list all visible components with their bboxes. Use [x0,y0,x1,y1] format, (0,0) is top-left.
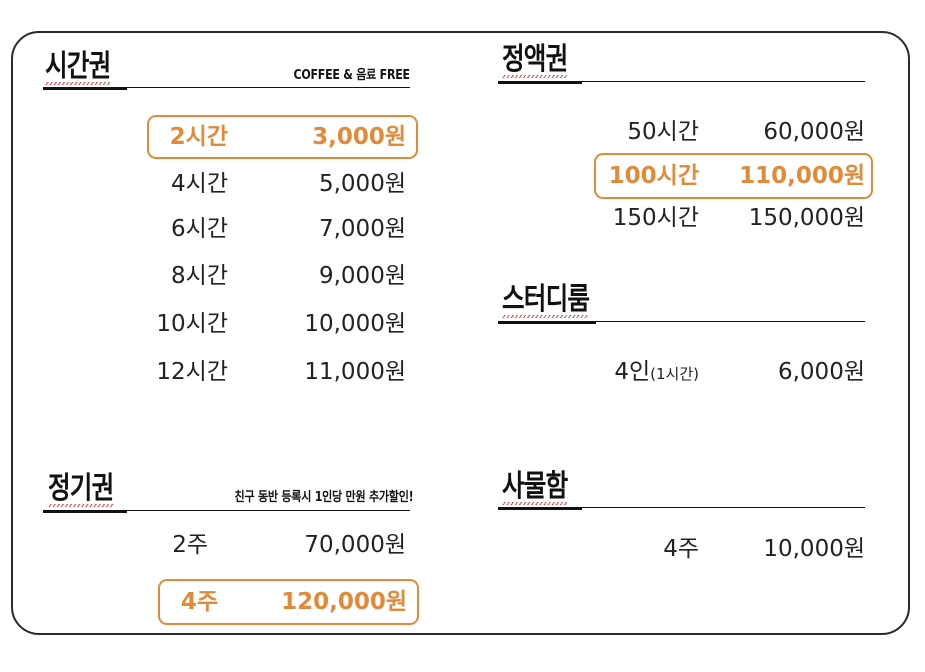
hourly-price: 5,000원 [319,164,406,204]
hourly-duration: 12시간 [156,352,228,392]
hourly-duration: 6시간 [171,209,228,249]
hourly-row: 6시간 7,000원 [149,209,416,249]
locker-row: 4주 10,000원 [596,529,871,569]
fixed-row: 50시간 60,000원 [596,112,871,152]
regular-price: 120,000원 [281,582,407,622]
studyroom-duration-sub: (1시간) [650,365,699,383]
fixed-duration: 50시간 [627,112,699,152]
hourly-price: 7,000원 [319,209,406,249]
fixed-duration: 150시간 [613,198,699,238]
regular-duration: 2주 [172,525,208,565]
hourly-row-highlight: 2시간 3,000원 [147,115,418,159]
regular-row: 4주 120,000원 [160,582,417,622]
regular-duration: 4주 [181,582,218,622]
hourly-row: 12시간 11,000원 [149,352,416,392]
hourly-price: 10,000원 [304,304,406,344]
fixed-row: 100시간 110,000원 [596,156,871,196]
fixed-duration: 100시간 [609,156,699,196]
regular-row: 2주 70,000원 [149,525,416,565]
fixed-row: 150시간 150,000원 [596,198,871,238]
hourly-duration: 10시간 [156,304,228,344]
hourly-row: 2시간 3,000원 [149,117,416,157]
studyroom-price: 6,000원 [778,352,865,392]
hourly-price: 3,000원 [312,117,406,157]
fixed-price: 150,000원 [749,198,865,238]
locker-duration: 4주 [663,529,699,569]
locker-price: 10,000원 [763,529,865,569]
studyroom-row: 4인(1시간) 6,000원 [596,352,871,392]
hourly-row: 10시간 10,000원 [149,304,416,344]
hourly-section-title: 시간권 [45,52,110,82]
fixed-price: 60,000원 [763,112,865,152]
hourly-section-note: COFFEE & 음료 FREE [294,64,410,83]
hourly-duration: 4시간 [171,164,228,204]
hourly-duration: 8시간 [171,256,228,296]
hourly-price: 11,000원 [304,352,406,392]
regular-price: 70,000원 [304,525,406,565]
hourly-divider [43,87,410,88]
hourly-duration: 2시간 [170,117,228,157]
regular-divider [43,510,410,511]
hourly-price: 9,000원 [319,256,406,296]
fixed-divider [498,81,865,82]
fixed-price: 110,000원 [739,156,865,196]
studyroom-duration: 4인(1시간) [614,352,699,394]
locker-divider [498,507,865,508]
hourly-row: 8시간 9,000원 [149,256,416,296]
regular-section-note: 친구 동반 등록시 1인당 만원 추가할인! [234,486,413,505]
studyroom-divider [498,321,865,322]
hourly-row: 4시간 5,000원 [149,164,416,204]
studyroom-section-title: 스터디룸 [502,285,589,315]
regular-row-highlight: 4주 120,000원 [158,579,419,625]
locker-section-title: 사물함 [502,472,567,502]
fixed-row-highlight: 100시간 110,000원 [594,153,873,199]
regular-section-title: 정기권 [48,474,113,504]
fixed-section-title: 정액권 [502,45,567,75]
